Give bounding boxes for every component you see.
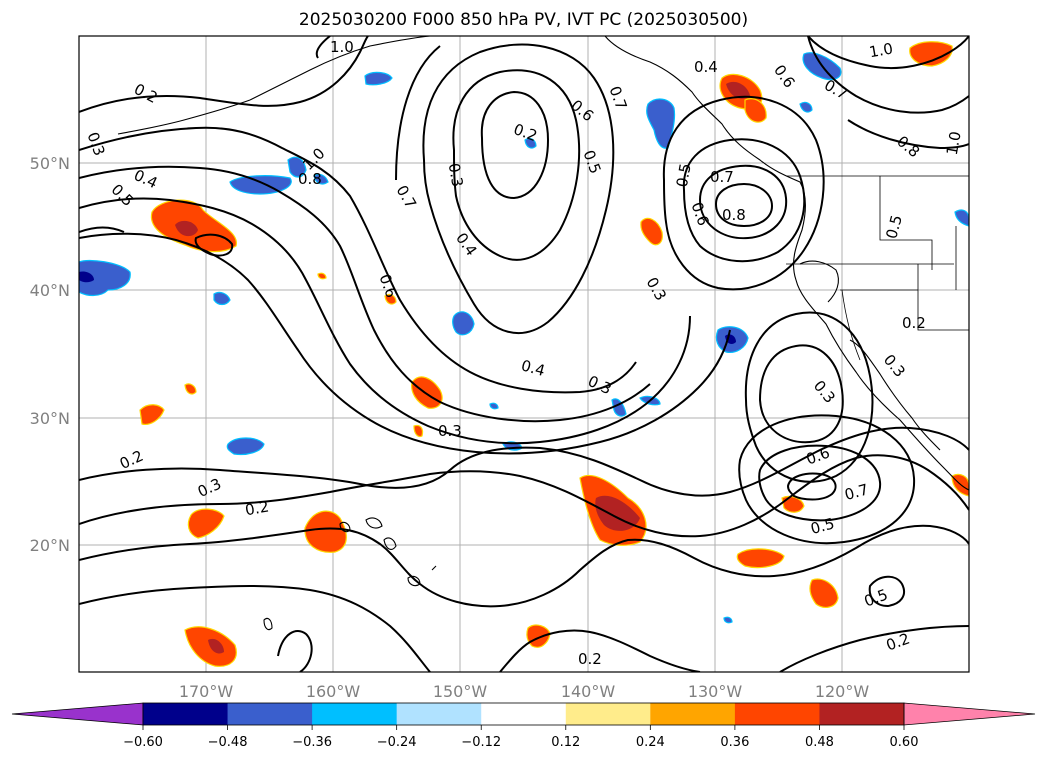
contour-label: 0.8 <box>722 206 746 224</box>
colorbar-swatch <box>565 703 651 725</box>
contour-label: 1.0 <box>868 39 895 61</box>
lat-tick-label: 40°N <box>30 281 70 300</box>
colorbar-extend-min <box>11 702 144 726</box>
colorbar-swatch <box>481 703 567 725</box>
contour-label: 0.3 <box>438 422 462 440</box>
contour-label: 0.5 <box>673 162 695 189</box>
contour-label: 0.7 <box>843 480 871 504</box>
colorbar-tick-label: 0.36 <box>720 735 749 750</box>
contour-label: 0.5 <box>809 514 837 538</box>
colorbar-tick-label: −0.36 <box>292 735 332 750</box>
lon-tick-label: 150°W <box>433 682 488 701</box>
contour-label: 1.0 <box>943 130 965 157</box>
lon-tick-label: 130°W <box>688 682 743 701</box>
contour-label: 0.5 <box>882 213 906 241</box>
colorbar-tick-label: 0.60 <box>890 735 919 750</box>
contour-label: 1.0 <box>330 38 354 56</box>
colorbar-swatch <box>734 703 820 725</box>
lon-tick-labels: 170°W 160°W 150°W 140°W 130°W 120°W <box>179 682 870 701</box>
contour-label: 0.2 <box>902 314 926 332</box>
colorbar-swatch <box>312 703 398 725</box>
colorbar: −0.60 −0.48 −0.36 −0.24 −0.12 0.12 0.24 0.36 0.4… <box>11 702 1036 750</box>
pv-contours <box>79 36 969 672</box>
colorbar-tick-label: 0.12 <box>551 735 580 750</box>
colorbar-swatch <box>819 703 905 725</box>
colorbar-tick-label: 0.48 <box>805 735 834 750</box>
colorbar-tick-label: −0.60 <box>123 735 163 750</box>
lat-tick-label: 50°N <box>30 154 70 173</box>
colorbar-tick-label: −0.24 <box>377 735 417 750</box>
map-frame <box>78 35 970 673</box>
colorbar-swatch <box>396 703 482 725</box>
colorbar-tick-label: −0.12 <box>461 735 501 750</box>
lon-tick-label: 170°W <box>179 682 234 701</box>
lat-tick-labels: 50°N 40°N 30°N 20°N <box>30 154 70 555</box>
lon-tick-label: 140°W <box>561 682 616 701</box>
contour-label: 0.2 <box>578 650 602 668</box>
contour-label: 0.3 <box>445 162 467 189</box>
colorbar-extend-max <box>903 702 1036 726</box>
lat-lon-grid <box>79 36 969 672</box>
lon-tick-label: 160°W <box>306 682 361 701</box>
colorbar-swatch <box>650 703 736 725</box>
ivt-pc-positive-patches <box>139 41 969 667</box>
political-borders <box>786 175 969 361</box>
contour-label: 0.7 <box>710 168 734 186</box>
lat-tick-label: 30°N <box>30 409 70 428</box>
contour-label: 0.2 <box>244 497 271 519</box>
lon-tick-label: 120°W <box>815 682 870 701</box>
contour-label: 0.4 <box>519 356 547 380</box>
colorbar-swatch <box>227 703 313 725</box>
lat-tick-label: 20°N <box>30 536 70 555</box>
colorbar-tick-label: 0.24 <box>636 735 665 750</box>
map-plot-area: 1.0 0.2 0.3 0.4 0.5 1.0 0.8 0.7 0.6 0.3 … <box>79 36 969 672</box>
contour-label: 0.8 <box>298 170 322 188</box>
contour-label: 0.4 <box>694 58 718 76</box>
map-title: 2025030200 F000 850 hPa PV, IVT PC (2025… <box>298 10 749 30</box>
colorbar-tick-label: −0.48 <box>208 735 248 750</box>
colorbar-swatch <box>143 703 229 725</box>
colorbar-frame <box>142 702 905 726</box>
